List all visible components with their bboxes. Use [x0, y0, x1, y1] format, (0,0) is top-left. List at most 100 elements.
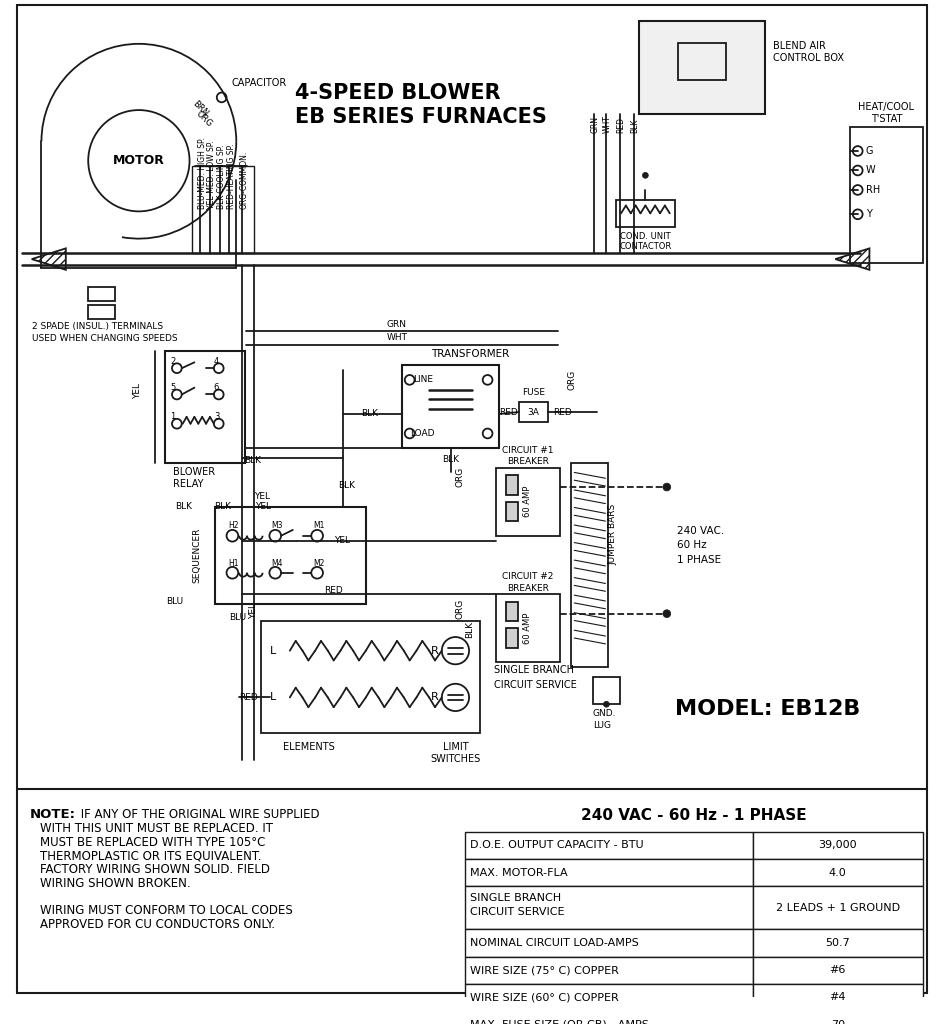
Text: BLOWER: BLOWER: [173, 467, 215, 477]
Text: L: L: [270, 692, 277, 702]
Bar: [678, 43, 726, 80]
Text: JUMPER BARS: JUMPER BARS: [609, 504, 617, 565]
Text: MAX. FUSE SIZE (OR CB) - AMPS: MAX. FUSE SIZE (OR CB) - AMPS: [470, 1020, 649, 1024]
Bar: [752, 887, 923, 929]
Text: USED WHEN CHANGING SPEEDS: USED WHEN CHANGING SPEEDS: [32, 335, 177, 343]
Text: BLU: BLU: [166, 597, 183, 606]
Text: NOTE:: NOTE:: [30, 809, 76, 821]
Text: WITH THIS UNIT MUST BE REPLACED. IT: WITH THIS UNIT MUST BE REPLACED. IT: [40, 822, 273, 836]
Bar: [497, 468, 560, 536]
Text: GRN: GRN: [590, 117, 599, 133]
Text: YEL: YEL: [249, 602, 259, 618]
Circle shape: [643, 172, 649, 178]
Text: RED: RED: [616, 118, 626, 133]
Text: IF ANY OF THE ORIGINAL WIRE SUPPLIED: IF ANY OF THE ORIGINAL WIRE SUPPLIED: [76, 809, 319, 821]
Text: CIRCUIT SERVICE: CIRCUIT SERVICE: [495, 680, 577, 690]
Text: YEL: YEL: [133, 383, 143, 399]
Text: M2: M2: [313, 558, 325, 567]
Bar: [638, 22, 766, 114]
Circle shape: [663, 483, 670, 490]
Text: H1: H1: [228, 558, 239, 567]
Bar: [506, 502, 517, 521]
Text: T'STAT: T'STAT: [870, 114, 902, 124]
Text: GRN: GRN: [387, 319, 407, 329]
Text: 4-SPEED BLOWER: 4-SPEED BLOWER: [295, 83, 500, 102]
Text: 50.7: 50.7: [825, 938, 851, 948]
Bar: [165, 350, 245, 463]
Text: RH: RH: [866, 185, 880, 195]
Text: RED: RED: [499, 408, 518, 417]
Bar: [752, 956, 923, 984]
Circle shape: [88, 110, 190, 211]
Text: YEL: YEL: [333, 537, 349, 545]
Text: WHT: WHT: [386, 334, 408, 342]
Text: FUSE: FUSE: [522, 388, 545, 397]
Bar: [88, 288, 115, 301]
Circle shape: [603, 701, 609, 708]
Text: BLK: BLK: [361, 410, 378, 419]
Text: THERMOPLASTIC OR ITS EQUIVALENT.: THERMOPLASTIC OR ITS EQUIVALENT.: [40, 849, 261, 862]
Bar: [88, 305, 115, 318]
Text: BLK: BLK: [214, 502, 231, 511]
Text: 2 SPADE (INSUL.) TERMINALS: 2 SPADE (INSUL.) TERMINALS: [32, 322, 163, 331]
Bar: [752, 1011, 923, 1024]
Text: W: W: [866, 166, 875, 175]
Bar: [402, 366, 499, 449]
Text: BREAKER: BREAKER: [507, 584, 549, 593]
Text: BLK: BLK: [465, 621, 475, 638]
Bar: [752, 859, 923, 887]
Text: MUST BE REPLACED WITH TYPE 105°C: MUST BE REPLACED WITH TYPE 105°C: [40, 836, 265, 849]
Text: D.O.E. OUTPUT CAPACITY - BTU: D.O.E. OUTPUT CAPACITY - BTU: [470, 841, 644, 851]
Text: 60 AMP: 60 AMP: [523, 612, 532, 644]
Text: YEL-MED. LOW SP.: YEL-MED. LOW SP.: [208, 140, 216, 210]
Bar: [215, 507, 366, 604]
Bar: [593, 677, 620, 705]
Text: RED-HEATING SP.: RED-HEATING SP.: [227, 144, 236, 210]
Text: 4: 4: [214, 357, 219, 366]
Text: WIRE SIZE (75° C) COPPER: WIRE SIZE (75° C) COPPER: [470, 966, 619, 975]
Text: WIRING MUST CONFORM TO LOCAL CODES: WIRING MUST CONFORM TO LOCAL CODES: [40, 904, 293, 916]
Text: CIRCUIT #1: CIRCUIT #1: [502, 445, 554, 455]
Text: 70: 70: [831, 1020, 845, 1024]
Bar: [465, 831, 752, 859]
Text: LIMIT: LIMIT: [443, 742, 468, 752]
Bar: [571, 463, 608, 668]
Text: BLK: BLK: [339, 480, 356, 489]
Text: GND.: GND.: [593, 710, 616, 719]
Text: BLK: BLK: [244, 457, 261, 465]
Bar: [506, 602, 517, 622]
Text: YEL: YEL: [254, 493, 270, 502]
Bar: [465, 859, 752, 887]
Text: 4.0: 4.0: [829, 867, 847, 878]
Text: YEL: YEL: [255, 502, 271, 511]
Bar: [465, 956, 752, 984]
Text: CAPACITOR: CAPACITOR: [231, 78, 287, 88]
Bar: [506, 629, 517, 648]
Text: FACTORY WIRING SHOWN SOLID. FIELD: FACTORY WIRING SHOWN SOLID. FIELD: [40, 863, 270, 876]
Text: ORG: ORG: [456, 467, 464, 487]
Text: #4: #4: [830, 992, 846, 1002]
Text: 2: 2: [170, 357, 176, 366]
Bar: [465, 1011, 752, 1024]
Text: TRANSFORMER: TRANSFORMER: [431, 348, 510, 358]
Circle shape: [663, 609, 670, 617]
Bar: [752, 831, 923, 859]
Text: LUG: LUG: [593, 721, 611, 730]
Text: 5: 5: [170, 383, 176, 392]
Text: BLEND AIR: BLEND AIR: [773, 41, 826, 51]
Bar: [850, 127, 923, 263]
Bar: [752, 929, 923, 956]
Bar: [519, 402, 548, 422]
Text: 240 VAC - 60 Hz - 1 PHASE: 240 VAC - 60 Hz - 1 PHASE: [582, 808, 807, 823]
Text: ELEMENTS: ELEMENTS: [283, 742, 335, 752]
Text: WIRING SHOWN BROKEN.: WIRING SHOWN BROKEN.: [40, 877, 190, 890]
Text: M3: M3: [271, 521, 283, 530]
Text: RED: RED: [324, 586, 343, 595]
Text: WIRE SIZE (60° C) COPPER: WIRE SIZE (60° C) COPPER: [470, 992, 619, 1002]
Bar: [465, 984, 752, 1011]
Text: 6: 6: [214, 383, 219, 392]
Bar: [752, 984, 923, 1011]
Text: ORG: ORG: [456, 598, 464, 618]
Text: LOAD: LOAD: [410, 429, 434, 438]
Text: COND. UNIT: COND. UNIT: [620, 232, 670, 242]
